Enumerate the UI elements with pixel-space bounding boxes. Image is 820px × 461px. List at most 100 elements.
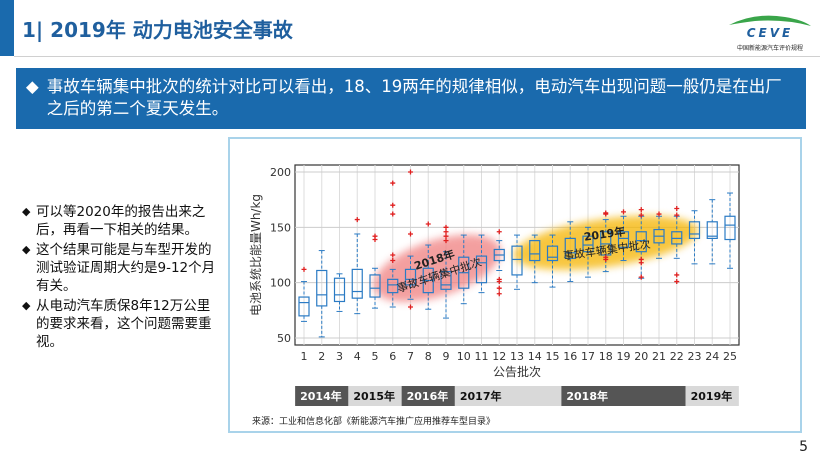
box	[298, 296, 310, 317]
box	[688, 221, 701, 240]
box	[724, 215, 736, 241]
x-tick-label: 2	[318, 350, 325, 363]
outlier-point	[496, 291, 502, 297]
outlier-point	[638, 274, 644, 280]
car-swoosh-icon	[729, 15, 811, 26]
x-tick-label: 25	[723, 350, 737, 363]
y-axis-label: 电池系统比能量Wh/kg	[249, 194, 263, 316]
outlier-point	[621, 209, 626, 215]
outlier-point	[496, 285, 502, 291]
ceve-logo: CEVE 中国新能源汽车评价规程	[725, 12, 815, 54]
outlier-point	[674, 206, 680, 212]
outlier-point	[443, 233, 449, 239]
outlier-point	[390, 211, 396, 217]
x-tick-label: 9	[443, 350, 450, 363]
y-tick-label: 200	[270, 166, 291, 179]
year-band	[295, 386, 349, 406]
year-band-label: 2016年	[407, 389, 449, 403]
x-tick-label: 22	[670, 350, 684, 363]
bullet-item: ◆ 从电动汽车质保8年12万公里的要求来看，这个问题需要重视。	[22, 297, 222, 351]
bullet-text: 这个结果可能是与车型开发的测试验证周期大约是9-12个月有关。	[36, 242, 216, 294]
outlier-point	[390, 202, 396, 208]
x-tick-label: 21	[652, 350, 666, 363]
box	[635, 231, 647, 253]
year-band-label: 2017年	[460, 389, 502, 403]
box	[617, 231, 630, 248]
outlier-point	[674, 212, 680, 218]
year-band	[401, 386, 455, 406]
x-tick-label: 1	[301, 350, 308, 363]
x-tick-label: 19	[617, 350, 631, 363]
diamond-icon: ◆	[22, 205, 31, 218]
outlier-point	[301, 266, 307, 272]
y-tick-label: 150	[270, 221, 291, 234]
header-accent-bar	[0, 0, 14, 56]
box	[511, 245, 523, 276]
ceve-logo-graphic: CEVE 中国新能源汽车评价规程	[729, 15, 811, 52]
year-band-label: 2018年	[566, 389, 608, 403]
source-note: 来源：工业和信息化部《新能源汽车推广应用推荐车型目录》	[252, 415, 495, 427]
box	[582, 235, 594, 253]
box	[546, 245, 559, 262]
diamond-icon: ◆	[22, 243, 31, 256]
x-tick-label: 6	[389, 350, 396, 363]
highlight-ellipse	[513, 215, 698, 270]
bullet-item: ◆ 可以等2020年的报告出来之后，再看一下相关的结果。	[22, 203, 222, 239]
box	[351, 268, 363, 299]
outlier-point	[443, 224, 449, 230]
logo-text: CEVE	[747, 26, 794, 40]
box	[387, 278, 399, 294]
box	[529, 240, 541, 262]
box	[440, 271, 452, 290]
outlier-point	[443, 238, 449, 244]
summary-text: 事故车辆集中批次的统计对比可以看出，18、19两年的规律相似，电动汽车出现问题一…	[46, 77, 782, 118]
x-tick-label: 3	[336, 350, 343, 363]
outlier-point	[638, 256, 644, 262]
x-tick-label: 8	[425, 350, 432, 363]
outlier-point	[496, 229, 502, 235]
outlier-point	[656, 211, 662, 217]
year-band	[685, 386, 739, 406]
x-tick-label: 7	[407, 350, 414, 363]
x-tick-label: 15	[546, 350, 560, 363]
outlier-point	[408, 304, 413, 310]
box	[369, 274, 381, 298]
outlier-point	[425, 221, 431, 227]
page-title: 1| 2019年 动力电池安全事故	[22, 18, 293, 42]
outlier-point	[372, 233, 378, 239]
x-tick-label: 17	[581, 350, 595, 363]
outlier-point	[390, 258, 396, 264]
bullet-item: ◆ 这个结果可能是与车型开发的测试验证周期大约是9-12个月有关。	[22, 241, 222, 295]
y-tick-label: 50	[277, 332, 291, 345]
year-band-label: 2015年	[353, 389, 395, 403]
x-tick-label: 12	[492, 350, 506, 363]
page-number: 5	[799, 439, 808, 455]
diamond-icon: ◆	[26, 77, 39, 96]
header-divider	[14, 56, 820, 57]
outlier-point	[408, 169, 413, 175]
year-band	[561, 386, 686, 406]
year-band-label: 2014年	[300, 389, 342, 403]
bullet-list: ◆ 可以等2020年的报告出来之后，再看一下相关的结果。 ◆ 这个结果可能是与车型开…	[22, 203, 222, 353]
outlier-point	[390, 252, 396, 258]
x-tick-label: 24	[705, 350, 719, 363]
chart-frame	[228, 137, 802, 433]
box	[475, 255, 488, 284]
x-tick-label: 4	[354, 350, 361, 363]
x-tick-label: 5	[372, 350, 379, 363]
outlier-point	[443, 229, 449, 235]
outlier-point	[638, 207, 644, 213]
diamond-icon: ◆	[22, 299, 31, 312]
x-tick-label: 18	[599, 350, 613, 363]
x-tick-label: 10	[457, 350, 471, 363]
outlier-point	[674, 272, 680, 278]
x-tick-label: 23	[688, 350, 702, 363]
outlier-point	[354, 217, 360, 223]
year-band	[454, 386, 562, 406]
box	[333, 277, 346, 303]
box	[404, 268, 417, 286]
y-tick-label: 100	[270, 277, 291, 290]
x-tick-label: 16	[563, 350, 577, 363]
year-band-label: 2019年	[691, 389, 733, 403]
